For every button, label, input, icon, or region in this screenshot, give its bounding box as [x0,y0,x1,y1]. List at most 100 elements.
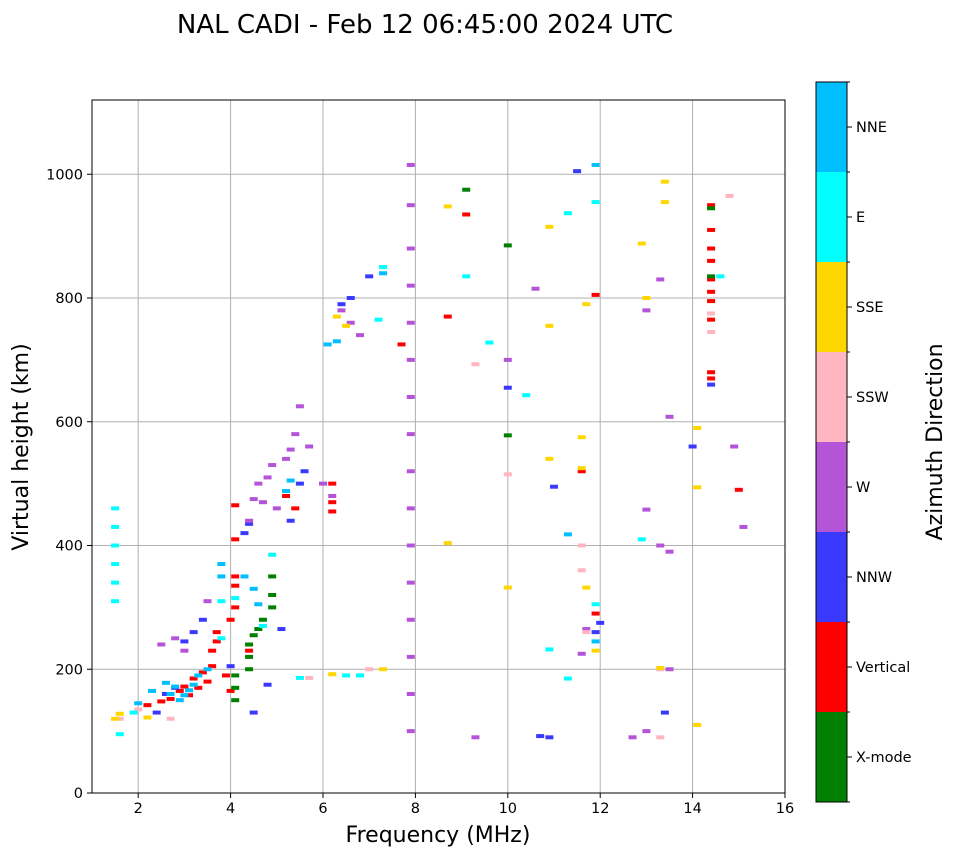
echo-point-sse [545,224,554,229]
echo-point-w [406,469,415,474]
echo-point-x-mode [268,574,277,579]
x-tick-label: 10 [499,801,517,817]
echo-point-vertical [577,469,586,474]
echo-point-nnw [245,521,254,526]
echo-point-ssw [707,330,716,335]
echo-point-vertical [189,676,198,681]
echo-point-nnw [180,639,189,644]
echo-point-nnw [550,484,558,489]
y-tick-label: 0 [74,786,83,802]
echo-point-nne [203,667,212,672]
echo-point-nne [148,688,157,693]
echo-point-sse [693,722,702,727]
echo-point-vertical [231,583,240,588]
echo-point-sse [545,323,554,328]
colorbar-label-x-mode: X-mode [856,750,912,766]
echo-point-w [157,642,166,647]
echo-point-nnw [545,735,554,740]
echo-point-e [591,602,600,607]
echo-point-nne [166,692,175,696]
echo-point-vertical [157,699,166,704]
echo-point-w [406,432,415,437]
echo-point-x-mode [245,654,254,659]
echo-point-w [582,627,591,632]
x-tick-label: 8 [411,801,420,817]
echo-point-w [406,320,415,325]
echo-point-e [355,673,364,678]
echo-point-sse [577,466,586,471]
echo-point-nnw [152,710,161,715]
echo-point-nne [217,574,226,579]
echo-point-sse [577,435,586,440]
echo-point-nne [185,688,194,693]
echo-point-vertical [203,679,212,684]
echo-point-e [115,732,124,737]
echo-point-w [406,692,415,696]
echo-point-nnw [286,518,295,523]
echo-point-nne [379,271,388,276]
x-tick-label: 2 [134,801,143,817]
echo-point-vertical [143,703,152,708]
x-tick-label: 16 [776,801,794,817]
echo-point-w [406,506,415,511]
echo-point-nnw [263,682,272,687]
echo-point-sse [328,672,337,677]
echo-point-vertical [291,506,300,511]
echo-point-w [263,475,272,480]
echo-point-w [355,333,364,338]
echo-point-vertical [198,670,207,675]
echo-point-nne [332,339,341,344]
echo-point-e [111,524,120,529]
echo-point-w [665,414,674,419]
echo-point-e [716,274,725,279]
echo-point-e [111,562,120,567]
echo-point-nnw [591,630,600,635]
echo-point-nnw [295,481,304,486]
echo-point-vertical [231,503,240,508]
echo-point-sse [582,302,591,307]
colorbar-swatch-nne [816,82,847,172]
echo-point-vertical [707,246,716,251]
echo-point-vertical [212,639,221,644]
echo-point-w [406,203,415,208]
echo-point-vertical [462,212,471,217]
x-tick-label: 4 [226,801,235,817]
echo-point-w [258,500,267,505]
colorbar-swatch-w [816,442,847,532]
echo-point-sse [443,541,452,546]
echo-point-x-mode [707,274,716,279]
echo-point-w [406,283,415,288]
echo-point-x-mode [268,593,277,597]
echo-point-e [591,200,600,205]
x-tick-label: 6 [318,801,327,817]
echo-point-ssw [582,630,591,635]
colorbar-swatch-ssw [816,352,847,442]
colorbar-label-ssw: SSW [856,390,889,406]
echo-point-vertical [328,500,337,505]
echo-point-vertical [707,376,716,381]
echo-point-sse [637,241,646,246]
echo-point-ssw [577,568,586,573]
echo-point-nne [323,342,332,347]
colorbar-label-w: W [856,480,870,496]
echo-point-w [245,518,254,523]
echo-point-e [379,265,388,270]
echo-point-sse [693,425,702,430]
colorbar-label-nne: NNE [856,120,887,136]
echo-point-w [268,463,277,468]
colorbar-swatch-e [816,172,847,262]
echo-point-nnw [226,664,235,669]
echo-point-x-mode [258,617,267,622]
echo-point-nne [217,562,226,567]
echo-point-e [295,675,304,680]
echo-point-w [406,246,415,251]
echo-point-vertical [591,292,600,297]
x-tick-label: 12 [591,801,609,817]
echo-point-vertical [707,227,716,232]
y-tick-label: 600 [55,415,83,431]
echo-point-vertical [212,630,221,635]
echo-point-w [730,444,739,449]
echo-point-vertical [707,317,716,322]
